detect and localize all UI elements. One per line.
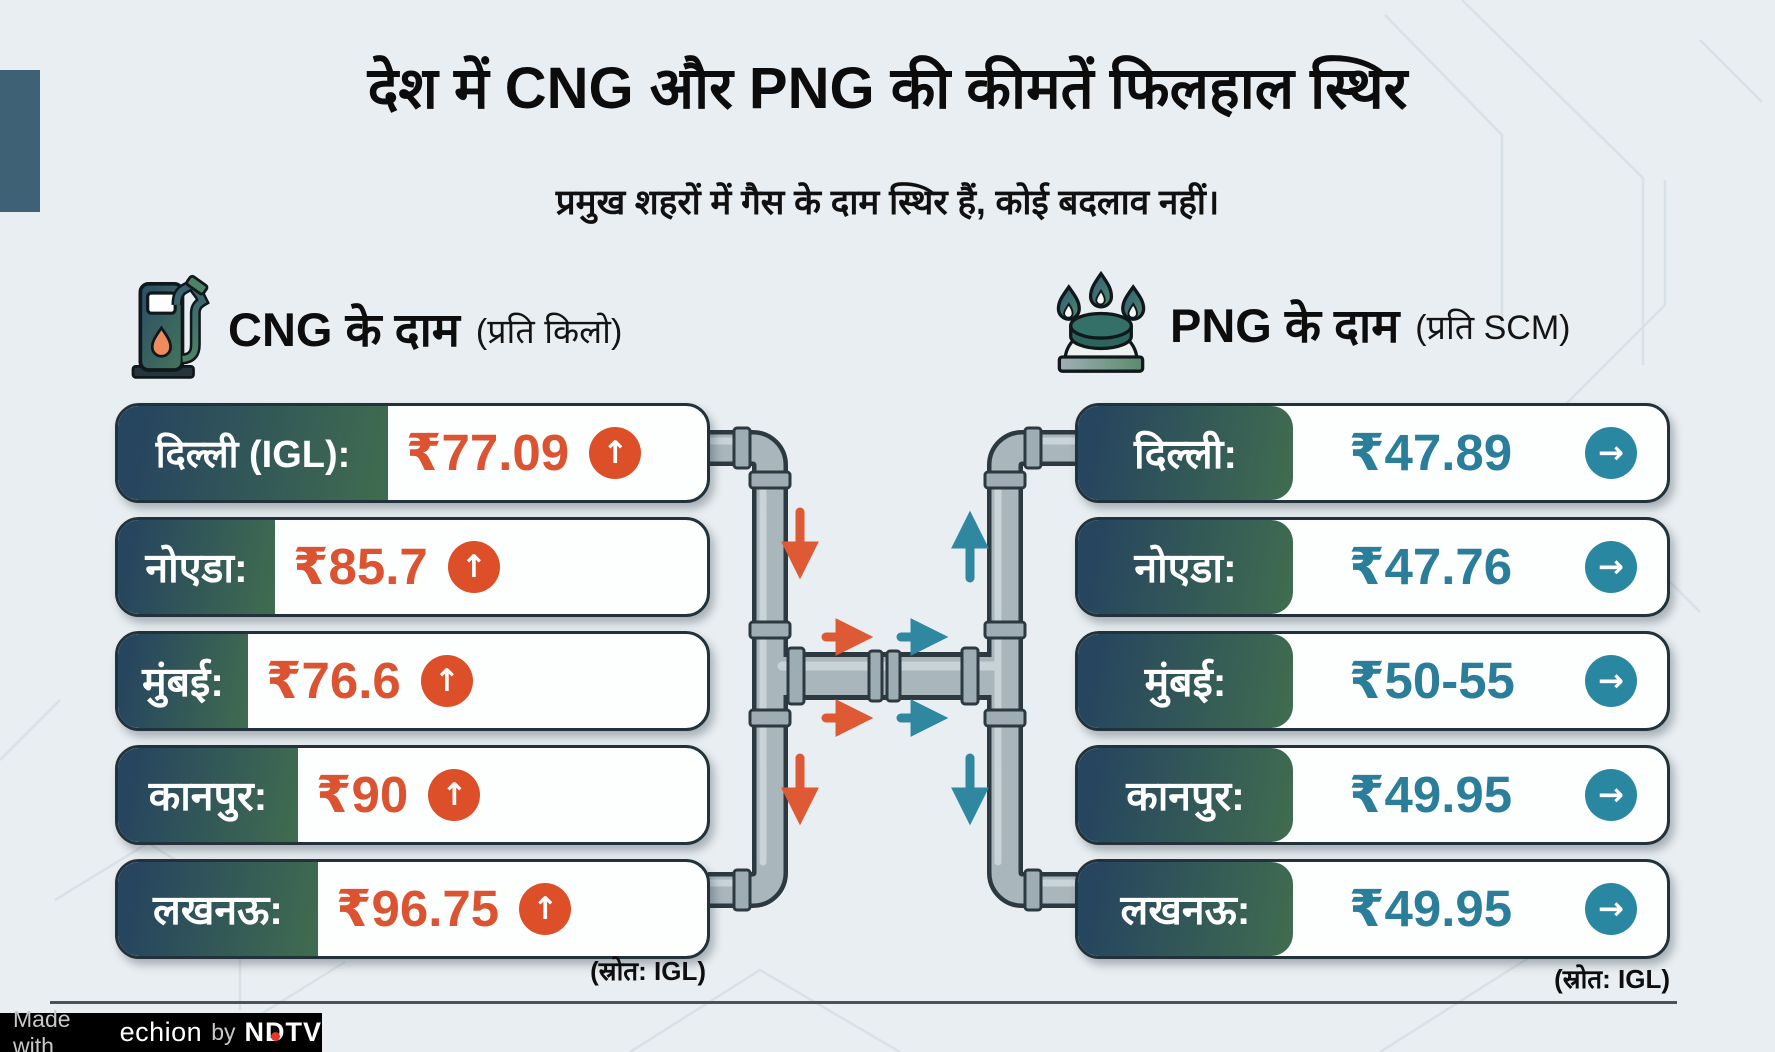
cng-price-row: नोएडा: ₹85.7 ↑: [115, 517, 710, 617]
right-arrow-icon: →: [1585, 883, 1637, 935]
right-arrow-icon: →: [1585, 541, 1637, 593]
page-subtitle: प्रमुख शहरों में गैस के दाम स्थिर हैं, क…: [555, 183, 1220, 222]
city-label: दिल्ली (IGL):: [118, 406, 388, 500]
price-cell: ₹76.6 ↑: [248, 634, 707, 728]
gas-burner-icon: [1048, 266, 1154, 383]
cng-heading: CNG के दाम: [228, 303, 460, 356]
png-price-row: लखनऊ: ₹49.95 →: [1075, 859, 1670, 959]
png-heading: PNG के दाम: [1170, 299, 1400, 352]
left-accent-bar: [0, 70, 40, 212]
png-source-note: (स्रोत: IGL): [1554, 964, 1670, 994]
price-value: ₹77.09: [406, 424, 570, 481]
png-section-header: PNG के दाम (प्रति SCM): [1048, 268, 1570, 380]
up-arrow-icon: ↑: [447, 541, 500, 593]
page-title: देश में CNG और PNG की कीमतें फिलहाल स्थि…: [367, 56, 1408, 121]
up-arrow-icon: ↑: [428, 769, 481, 821]
city-label: कानपुर:: [1078, 748, 1293, 842]
price-value: ₹47.89: [1349, 424, 1513, 481]
cng-source-note: (स्रोत: IGL): [590, 956, 706, 986]
price-cell: ₹50-55 →: [1293, 634, 1667, 728]
cng-price-row: कानपुर: ₹90 ↑: [115, 745, 710, 845]
cng-unit: (प्रति किलो): [475, 313, 623, 351]
price-value: ₹96.75: [336, 880, 500, 937]
city-label: मुंबई:: [1078, 634, 1293, 728]
right-arrow-icon: →: [1585, 769, 1637, 821]
price-cell: ₹47.76 →: [1293, 520, 1667, 614]
price-cell: ₹90 ↑: [298, 748, 707, 842]
price-value: ₹49.95: [1349, 880, 1513, 937]
ndtv-logo: NDTV: [245, 1017, 323, 1048]
price-cell: ₹96.75 ↑: [318, 862, 707, 956]
city-label: लखनऊ:: [1078, 862, 1293, 956]
price-cell: ₹85.7 ↑: [275, 520, 707, 614]
city-label: नोएडा:: [118, 520, 275, 614]
right-arrow-icon: →: [1585, 655, 1637, 707]
city-label: नोएडा:: [1078, 520, 1293, 614]
price-cell: ₹47.89 →: [1293, 406, 1667, 500]
right-arrow-icon: →: [1585, 427, 1637, 479]
price-value: ₹90: [316, 766, 409, 823]
price-value: ₹85.7: [293, 538, 428, 595]
price-cell: ₹49.95 →: [1293, 748, 1667, 842]
cng-price-row: मुंबई: ₹76.6 ↑: [115, 631, 710, 731]
price-value: ₹49.95: [1349, 766, 1513, 823]
png-unit: (प्रति SCM): [1415, 309, 1571, 347]
cng-price-row: दिल्ली (IGL): ₹77.09 ↑: [115, 403, 710, 503]
png-price-row: दिल्ली: ₹47.89 →: [1075, 403, 1670, 503]
price-value: ₹47.76: [1349, 538, 1513, 595]
cng-price-row: लखनऊ: ₹96.75 ↑: [115, 859, 710, 959]
fuel-pump-icon: [120, 271, 212, 386]
price-cell: ₹77.09 ↑: [388, 406, 707, 500]
ndtv-logo-text: NDTV: [244, 1017, 322, 1047]
png-price-row: नोएडा: ₹47.76 →: [1075, 517, 1670, 617]
up-arrow-icon: ↑: [589, 427, 642, 479]
city-label: लखनऊ:: [118, 862, 318, 956]
credit-by: by: [211, 1019, 236, 1045]
up-arrow-icon: ↑: [420, 655, 473, 707]
png-price-row: मुंबई: ₹50-55 →: [1075, 631, 1670, 731]
cng-section-header: CNG के दाम (प्रति किलो): [120, 272, 622, 384]
credit-made-with: Made with: [13, 1005, 71, 1052]
city-label: दिल्ली:: [1078, 406, 1293, 500]
price-cell: ₹49.95 →: [1293, 862, 1667, 956]
png-price-row: कानपुर: ₹49.95 →: [1075, 745, 1670, 845]
credit-bar: Made with echion by NDTV: [0, 1006, 323, 1052]
ndtv-red-dot: [270, 1032, 280, 1041]
price-value: ₹76.6: [266, 652, 401, 709]
footer-divider: [50, 1001, 1677, 1004]
echion-logo: echion: [119, 1017, 203, 1047]
city-label: कानपुर:: [118, 748, 298, 842]
up-arrow-icon: ↑: [519, 883, 572, 935]
price-value: ₹50-55: [1349, 652, 1515, 709]
city-label: मुंबई:: [118, 634, 248, 728]
